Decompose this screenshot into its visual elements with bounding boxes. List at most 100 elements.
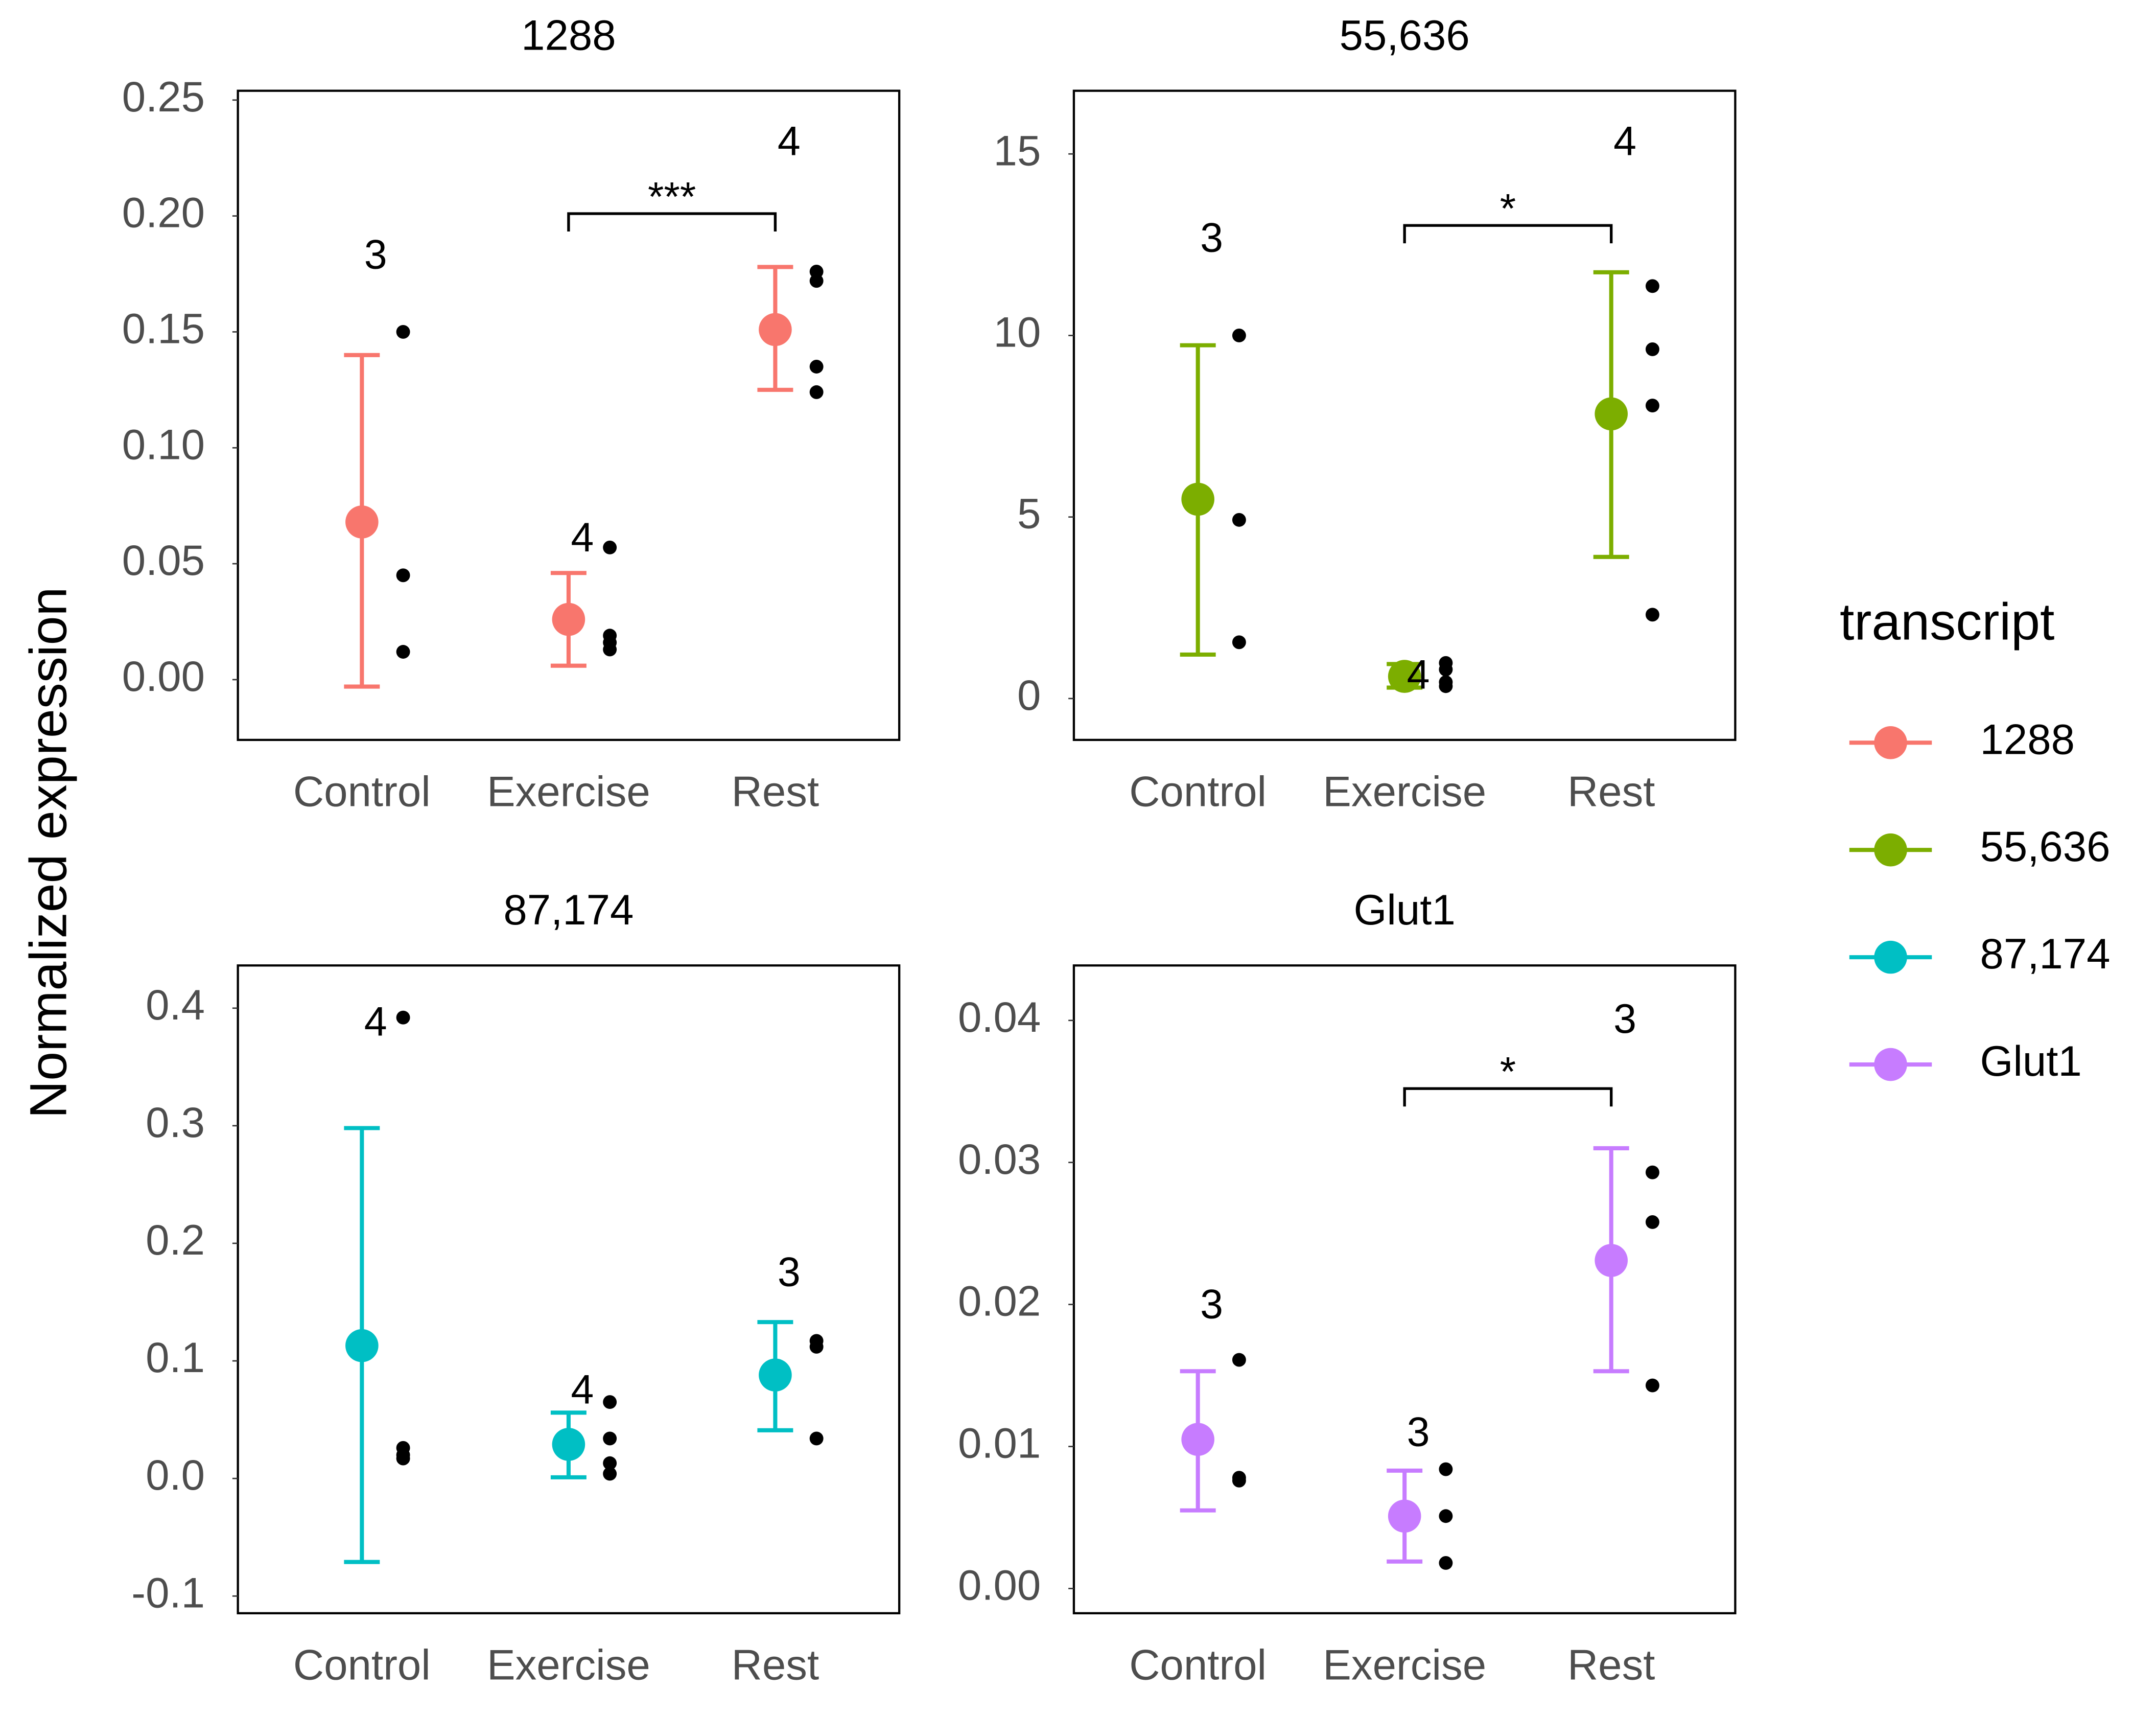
x-tick-label: Rest	[732, 1641, 819, 1689]
y-tick-label: 0.10	[122, 420, 205, 468]
n-label: 4	[1407, 652, 1430, 698]
mean-point	[1181, 1423, 1214, 1456]
panel-title: Glut1	[1353, 886, 1455, 934]
data-point	[1439, 679, 1453, 693]
mean-point	[552, 602, 585, 636]
data-point	[809, 274, 824, 288]
mean-point	[1595, 397, 1628, 431]
significance-bracket	[567, 212, 777, 232]
data-point	[1645, 1378, 1659, 1393]
data-point	[1232, 1473, 1246, 1488]
data-point	[1645, 399, 1659, 413]
plot-frame	[237, 964, 901, 1614]
y-tick-label: 0	[1017, 671, 1041, 719]
y-tick-label: 0.4	[146, 981, 205, 1029]
n-label: 4	[364, 999, 387, 1045]
n-label: 3	[1613, 996, 1636, 1042]
mean-point	[345, 1329, 379, 1362]
data-point	[809, 1339, 824, 1354]
data-point	[1645, 342, 1659, 356]
significance-bracket	[1403, 224, 1613, 244]
legend-marker	[1874, 940, 1907, 974]
n-label: 4	[571, 1367, 594, 1413]
mean-point	[1595, 1244, 1628, 1277]
significance-label: *	[1500, 1049, 1516, 1095]
y-tick-label: 10	[994, 308, 1041, 356]
n-label: 3	[1200, 215, 1223, 261]
mean-point	[1388, 1499, 1421, 1533]
y-tick-label: 0.00	[122, 652, 205, 700]
y-tick-label: 0.3	[146, 1098, 205, 1146]
x-tick-label: Control	[1129, 768, 1267, 816]
x-tick-label: Rest	[1567, 768, 1655, 816]
data-point	[603, 540, 617, 554]
n-label: 4	[778, 118, 801, 164]
mean-point	[345, 505, 379, 539]
data-point	[1439, 1462, 1453, 1476]
x-tick-label: Rest	[732, 768, 819, 816]
significance-bracket	[1403, 1087, 1613, 1107]
data-point	[1645, 1215, 1659, 1229]
y-tick-label: 5	[1017, 490, 1041, 538]
n-label: 4	[571, 515, 594, 561]
legend-label: 1288	[1980, 715, 2075, 763]
panel-title: 87,174	[503, 886, 634, 934]
legend-label: 55,636	[1980, 822, 2110, 870]
data-point	[1232, 635, 1246, 650]
n-label: 3	[1200, 1282, 1223, 1328]
y-tick-label: -0.1	[131, 1568, 205, 1616]
mean-point	[1388, 660, 1421, 693]
data-point	[1232, 1353, 1246, 1367]
data-point	[603, 1467, 617, 1481]
x-tick-label: Control	[293, 1641, 431, 1689]
y-tick-label: 15	[994, 126, 1041, 174]
mean-point	[1181, 482, 1214, 516]
data-point	[603, 642, 617, 657]
x-tick-label: Exercise	[1323, 768, 1486, 816]
mean-point	[759, 313, 792, 346]
data-point	[1232, 329, 1246, 342]
legend-label: Glut1	[1980, 1037, 2081, 1085]
mean-point	[759, 1358, 792, 1392]
data-point	[396, 645, 410, 659]
data-point	[396, 568, 410, 583]
n-label: 3	[778, 1249, 801, 1295]
mean-point	[552, 1428, 585, 1461]
data-point	[809, 360, 824, 374]
y-tick-label: 0.2	[146, 1216, 205, 1264]
significance-label: ***	[648, 174, 696, 220]
data-point	[396, 325, 410, 339]
y-axis-label: Normalized expression	[18, 587, 77, 1119]
y-tick-label: 0.01	[958, 1419, 1041, 1467]
data-point	[1232, 513, 1246, 527]
panel-title: 55,636	[1340, 11, 1470, 59]
n-label: 3	[364, 232, 387, 278]
data-point	[603, 1395, 617, 1409]
y-tick-label: 0.25	[122, 73, 205, 121]
data-point	[1439, 1509, 1453, 1523]
x-tick-label: Control	[1129, 1641, 1267, 1689]
legend-title: transcript	[1840, 592, 2054, 651]
legend-marker	[1874, 1048, 1907, 1081]
data-point	[396, 1451, 410, 1466]
data-point	[603, 1456, 617, 1470]
data-point	[1645, 279, 1659, 293]
y-tick-label: 0.1	[146, 1333, 205, 1381]
x-tick-label: Control	[293, 768, 431, 816]
y-tick-label: 0.05	[122, 536, 205, 584]
n-label: 4	[1613, 118, 1636, 164]
y-tick-label: 0.20	[122, 189, 205, 237]
data-point	[809, 385, 824, 399]
y-tick-label: 0.15	[122, 304, 205, 352]
x-tick-label: Exercise	[1323, 1641, 1486, 1689]
y-tick-label: 0.00	[958, 1561, 1041, 1609]
y-tick-label: 0.03	[958, 1135, 1041, 1183]
x-tick-label: Exercise	[487, 768, 650, 816]
panel-title: 1288	[521, 11, 616, 59]
data-point	[396, 1010, 410, 1025]
legend-marker	[1874, 726, 1907, 759]
y-tick-label: 0.02	[958, 1277, 1041, 1325]
significance-label: *	[1500, 186, 1516, 232]
data-point	[1439, 1556, 1453, 1570]
